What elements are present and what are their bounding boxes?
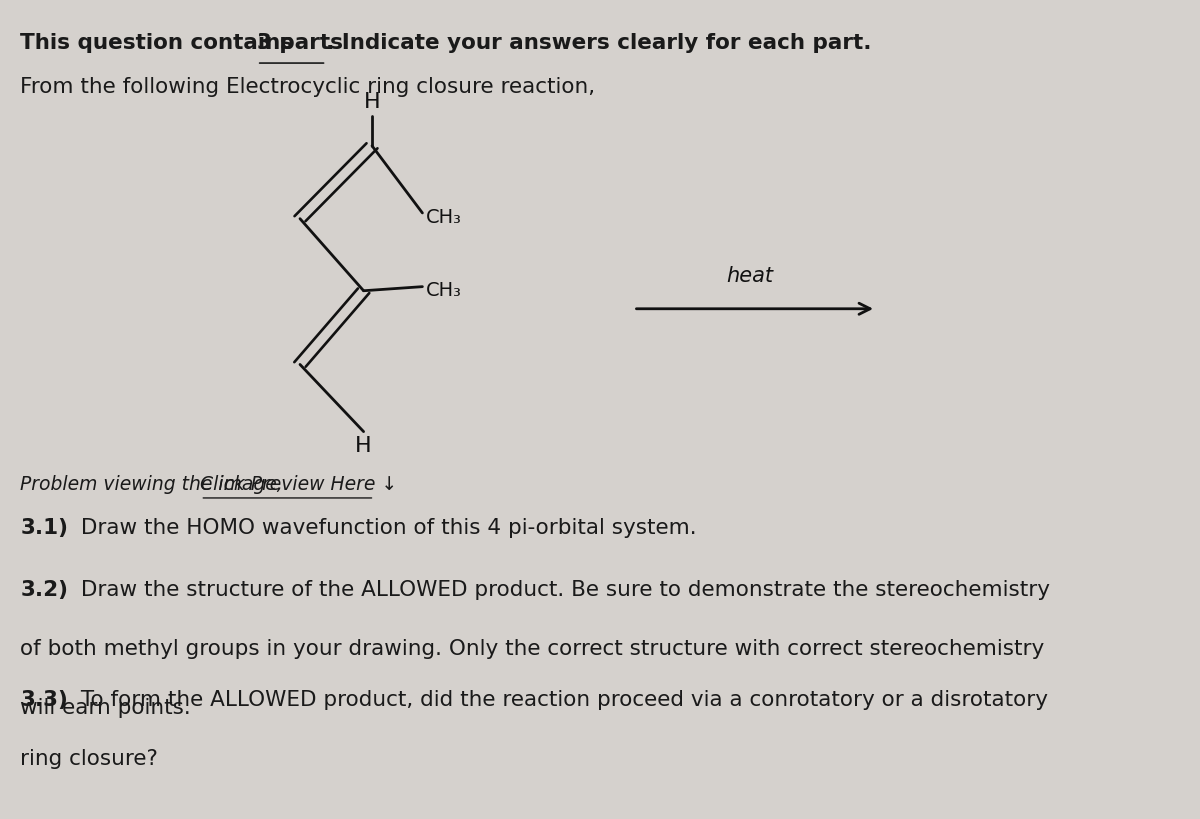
Text: To form the ALLOWED product, did the reaction proceed via a conrotatory or a dis: To form the ALLOWED product, did the rea… [74, 690, 1049, 709]
Text: of both methyl groups in your drawing. Only the correct structure with correct s: of both methyl groups in your drawing. O… [20, 639, 1045, 658]
Text: Click Preview Here ↓: Click Preview Here ↓ [200, 475, 397, 494]
Text: H: H [364, 93, 380, 112]
Text: H: H [355, 436, 372, 455]
Text: will earn points.: will earn points. [20, 698, 191, 717]
Text: Draw the structure of the ALLOWED product. Be sure to demonstrate the stereochem: Draw the structure of the ALLOWED produc… [74, 580, 1050, 600]
Text: 3.1): 3.1) [20, 518, 68, 537]
Text: CH₃: CH₃ [426, 207, 462, 227]
Text: From the following Electrocyclic ring closure reaction,: From the following Electrocyclic ring cl… [20, 77, 595, 97]
Text: ring closure?: ring closure? [20, 749, 158, 768]
Text: CH₃: CH₃ [426, 281, 462, 301]
Text: heat: heat [726, 266, 774, 286]
Text: . Indicate your answers clearly for each part.: . Indicate your answers clearly for each… [326, 33, 872, 52]
Text: This question contains: This question contains [20, 33, 301, 52]
Text: 3.3): 3.3) [20, 690, 68, 709]
Text: 3 parts: 3 parts [257, 33, 343, 52]
Text: 3.2): 3.2) [20, 580, 68, 600]
Text: Problem viewing the image,: Problem viewing the image, [20, 475, 289, 494]
Text: Draw the HOMO wavefunction of this 4 pi-orbital system.: Draw the HOMO wavefunction of this 4 pi-… [74, 518, 697, 537]
